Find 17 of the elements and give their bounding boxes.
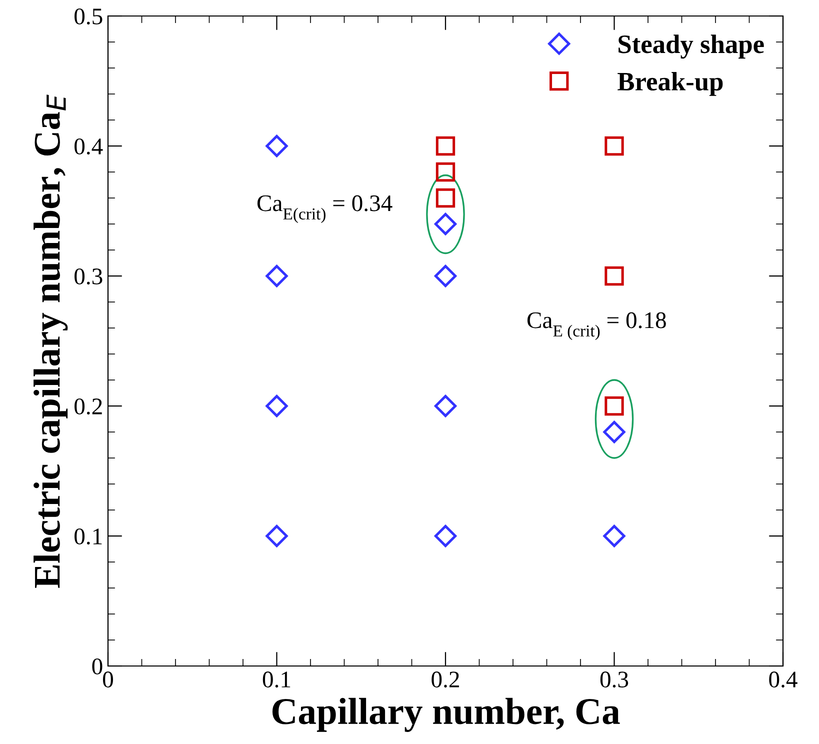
x-tick-label: 0.4 — [769, 672, 798, 688]
x-tick-label: 0 — [102, 672, 114, 688]
x-tick-label: 0.2 — [432, 672, 459, 688]
y-tick-label: 0.3 — [74, 268, 102, 285]
x-axis-title: Capillary number, Ca — [272, 698, 620, 732]
y-axis-title: Electric capillary number, Ca$_{E}$ — [34, 94, 68, 588]
legend-label: Break-up — [618, 72, 723, 96]
x-tick-label: 0.1 — [262, 672, 290, 688]
x-tick-label: 0.3 — [600, 672, 628, 688]
annotation: CaE(crit) = 0.34 — [257, 195, 392, 223]
y-tick-label: 0.1 — [74, 528, 102, 545]
y-tick-label: 0.5 — [74, 8, 102, 25]
y-tick-label: 0.2 — [74, 398, 102, 415]
legend-label: Steady shape — [618, 34, 764, 59]
y-tick-label: 0.4 — [74, 138, 103, 155]
y-tick-label: 0 — [92, 658, 102, 674]
annotation: CaE (crit) = 0.18 — [527, 312, 666, 340]
